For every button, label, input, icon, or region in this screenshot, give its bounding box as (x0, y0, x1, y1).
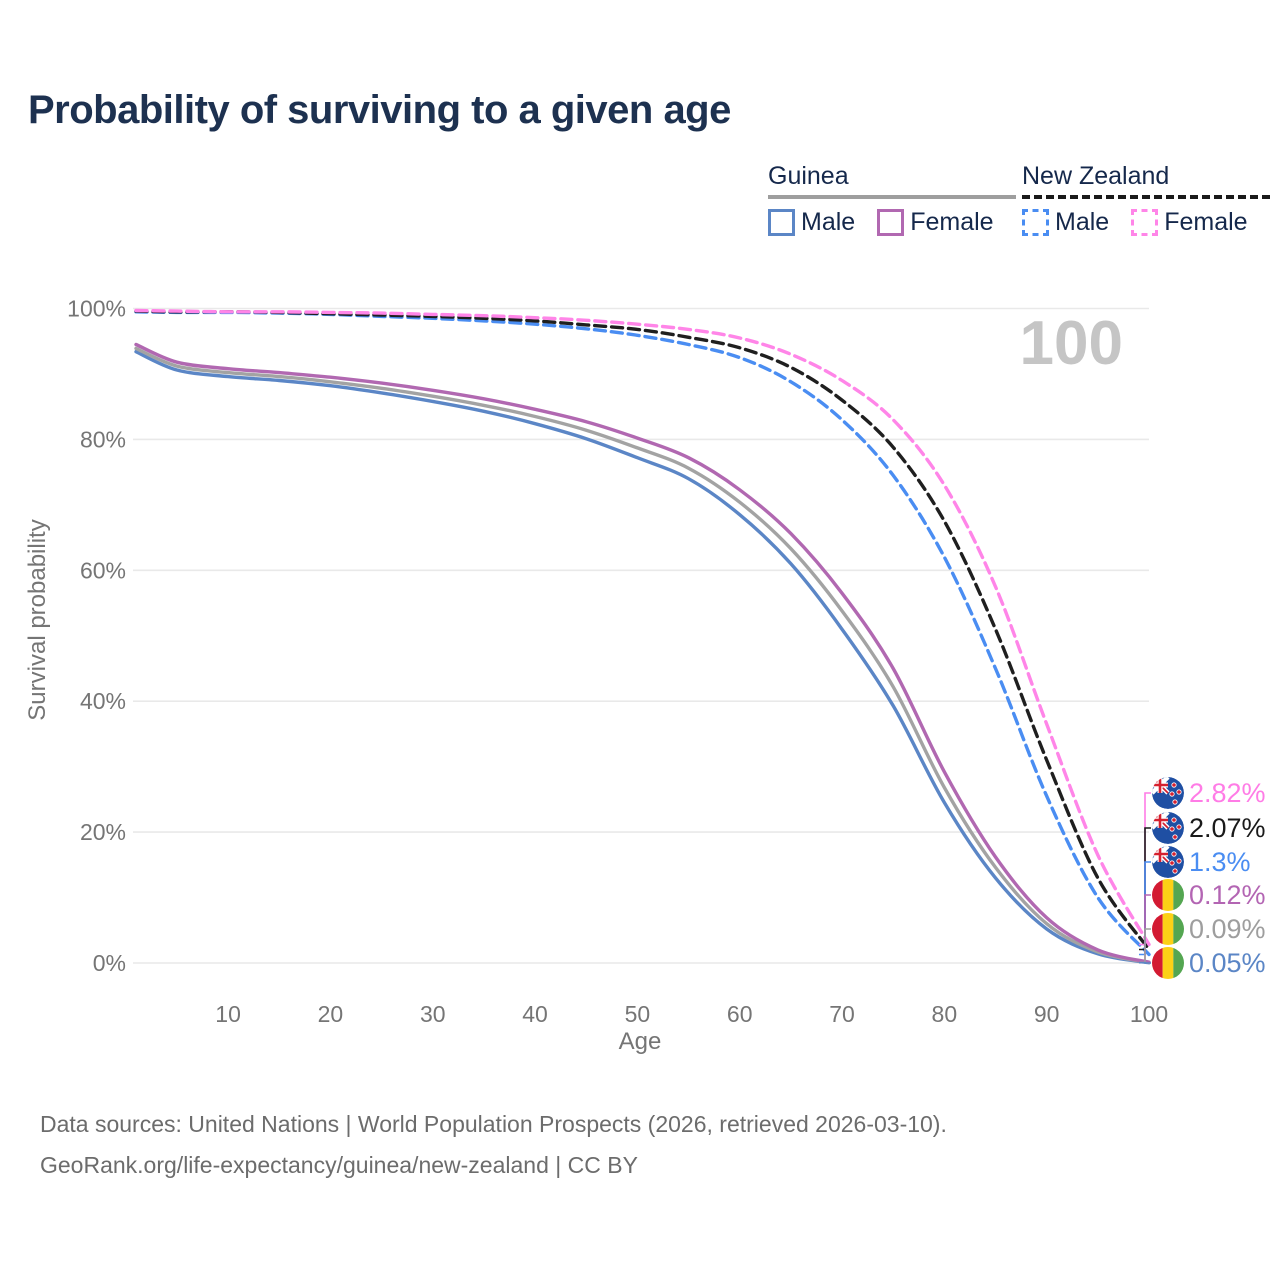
y-tick-label: 20% (80, 819, 126, 845)
legend-row: Male Female (768, 208, 1016, 237)
watermark-age-label: 100 (1020, 309, 1123, 378)
line-swatch-icon (877, 209, 905, 236)
x-tick-label: 60 (727, 1001, 753, 1027)
legend-item-nz-female[interactable]: Female (1131, 208, 1248, 237)
y-axis-title: Survival probability (24, 519, 51, 720)
series-line-new-zealand-both-sexes (134, 309, 1151, 952)
y-tick-label: 0% (93, 950, 126, 976)
line-swatch-icon (1131, 209, 1159, 236)
legend-item-guinea-male[interactable]: Male (768, 208, 855, 237)
nz-flag-icon (1152, 777, 1184, 809)
legend-item-label: Male (801, 208, 856, 236)
legend-underline-new-zealand (1022, 195, 1270, 199)
legend-group-new-zealand: New Zealand Male Female (1022, 162, 1270, 237)
data-source-line: Data sources: United Nations | World Pop… (40, 1111, 947, 1137)
y-tick-label: 40% (80, 688, 126, 714)
legend-item-label: Female (910, 208, 994, 236)
legend-row: Male Female (1022, 208, 1270, 237)
series-line-new-zealand-female (134, 308, 1151, 947)
guinea-flag-icon (1152, 879, 1184, 911)
legend-item-nz-male[interactable]: Male (1022, 208, 1109, 237)
x-tick-label: 50 (625, 1001, 651, 1027)
x-tick-label: 10 (215, 1001, 241, 1027)
end-value-label: 0.09% (1189, 914, 1266, 944)
end-value-label: 1.3% (1189, 847, 1251, 877)
series-line-guinea-female (134, 342, 1151, 964)
line-swatch-icon (1022, 209, 1049, 236)
legend-item-label: Male (1055, 208, 1110, 236)
legend-item-label: Female (1164, 208, 1248, 236)
legend-group-guinea: Guinea Male Female (768, 162, 1016, 237)
x-tick-label: 100 (1130, 1001, 1168, 1027)
x-axis-title: Age (619, 1028, 662, 1055)
guinea-flag-icon (1152, 913, 1184, 945)
x-tick-label: 90 (1034, 1001, 1060, 1027)
x-tick-label: 20 (318, 1001, 344, 1027)
y-tick-label: 100% (67, 296, 126, 322)
legend-group-title: Guinea (768, 162, 849, 190)
line-swatch-icon (768, 209, 795, 236)
y-tick-label: 80% (80, 426, 126, 452)
attribution-line: GeoRank.org/life-expectancy/guinea/new-z… (40, 1152, 638, 1178)
nz-flag-icon (1152, 812, 1184, 844)
y-tick-label: 60% (80, 557, 126, 583)
chart-legend: Guinea Male Female New Zealand Male Fema… (0, 162, 1280, 252)
end-value-label: 0.05% (1189, 948, 1266, 978)
data-source-footer: Data sources: United Nations | World Pop… (40, 1104, 947, 1186)
x-tick-label: 40 (522, 1001, 548, 1027)
page-title: Probability of surviving to a given age (28, 88, 731, 132)
x-tick-label: 30 (420, 1001, 446, 1027)
legend-group-title: New Zealand (1022, 162, 1170, 190)
end-value-label: 2.07% (1189, 813, 1266, 843)
end-value-label: 0.12% (1189, 880, 1266, 910)
end-value-label: 2.82% (1189, 778, 1266, 808)
nz-flag-icon (1152, 846, 1184, 878)
series-line-guinea-male (134, 350, 1151, 965)
legend-underline-guinea (768, 195, 1016, 199)
x-tick-label: 70 (829, 1001, 855, 1027)
guinea-flag-icon (1152, 947, 1184, 979)
x-tick-label: 80 (932, 1001, 958, 1027)
series-line-guinea-both-sexes (134, 346, 1151, 965)
legend-item-guinea-female[interactable]: Female (877, 208, 994, 237)
